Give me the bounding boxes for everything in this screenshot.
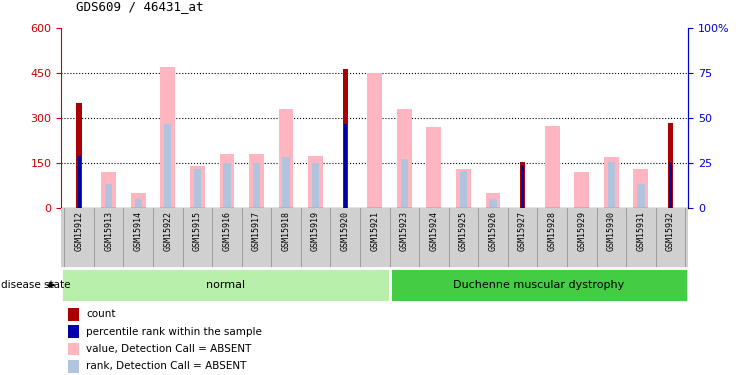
Text: percentile rank within the sample: percentile rank within the sample [87, 327, 263, 337]
Text: GDS609 / 46431_at: GDS609 / 46431_at [76, 0, 203, 13]
Bar [401, 159, 408, 208]
Text: GSM15918: GSM15918 [281, 210, 290, 251]
Bar [390, 268, 688, 302]
Bar [164, 124, 171, 208]
Bar [520, 162, 525, 208]
Bar [312, 163, 319, 208]
Bar [279, 109, 293, 208]
Bar [219, 154, 234, 208]
Bar [521, 165, 524, 208]
Text: rank, Detection Call = ABSENT: rank, Detection Call = ABSENT [87, 362, 247, 371]
Bar [67, 360, 79, 373]
Bar [426, 127, 441, 208]
Bar [78, 156, 81, 208]
Bar [160, 67, 175, 208]
Text: value, Detection Call = ABSENT: value, Detection Call = ABSENT [87, 344, 252, 354]
Text: GSM15930: GSM15930 [607, 210, 616, 251]
Text: GSM15931: GSM15931 [637, 210, 646, 251]
Bar [343, 124, 346, 208]
Bar [545, 126, 560, 208]
Bar [67, 308, 79, 321]
Bar [135, 199, 142, 208]
Bar [604, 157, 619, 208]
Text: count: count [87, 309, 116, 319]
Text: GSM15920: GSM15920 [340, 210, 349, 251]
Text: GSM15919: GSM15919 [311, 210, 320, 251]
Text: GSM15921: GSM15921 [370, 210, 379, 251]
Bar [67, 326, 79, 338]
Text: disease state: disease state [1, 280, 70, 290]
Text: GSM15929: GSM15929 [577, 210, 586, 251]
Bar [485, 193, 500, 208]
Text: GSM15916: GSM15916 [222, 210, 231, 251]
Bar [460, 171, 468, 208]
Bar [67, 343, 79, 355]
Text: GSM15925: GSM15925 [459, 210, 468, 251]
Bar [190, 166, 205, 208]
Bar [397, 109, 411, 208]
Text: GSM15913: GSM15913 [104, 210, 113, 251]
Text: GSM15917: GSM15917 [252, 210, 261, 251]
Bar [574, 172, 589, 208]
Text: GSM15927: GSM15927 [518, 210, 527, 251]
Bar [131, 193, 146, 208]
Bar [637, 184, 645, 208]
Bar [253, 163, 260, 208]
Bar [489, 199, 497, 208]
Text: GSM15922: GSM15922 [163, 210, 172, 251]
Text: GSM15914: GSM15914 [134, 210, 143, 251]
Bar [194, 169, 201, 208]
Bar [343, 69, 348, 208]
Bar [456, 169, 470, 208]
Bar [367, 73, 382, 208]
Bar [668, 123, 673, 208]
Bar [669, 162, 672, 208]
Text: normal: normal [206, 280, 245, 290]
Bar [249, 154, 264, 208]
Bar [223, 163, 230, 208]
Bar [634, 169, 649, 208]
Text: GSM15926: GSM15926 [488, 210, 497, 251]
Bar [105, 184, 112, 208]
Text: GSM15924: GSM15924 [429, 210, 438, 251]
Text: GSM15912: GSM15912 [75, 210, 84, 251]
Bar [101, 172, 116, 208]
Text: GSM15915: GSM15915 [193, 210, 202, 251]
Text: Duchenne muscular dystrophy: Duchenne muscular dystrophy [453, 280, 625, 290]
Bar [308, 156, 323, 208]
Text: GSM15928: GSM15928 [548, 210, 557, 251]
Bar [282, 157, 289, 208]
Text: GSM15932: GSM15932 [666, 210, 675, 251]
Bar [76, 103, 82, 208]
Text: GSM15923: GSM15923 [400, 210, 409, 251]
Bar [61, 268, 390, 302]
Bar [607, 162, 615, 208]
